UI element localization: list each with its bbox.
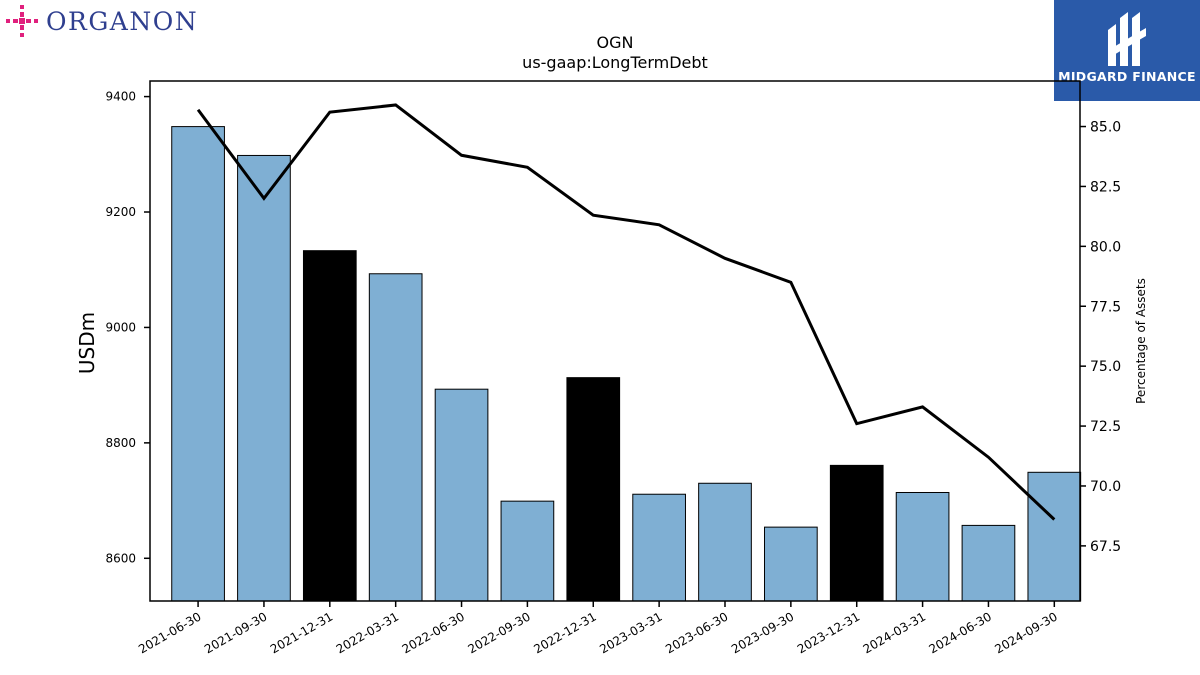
- bar-2023-06-30: [698, 482, 752, 602]
- y2-tick-label: 75.0: [1090, 359, 1121, 375]
- bar-2023-12-31: [829, 464, 884, 602]
- x-tick-label: 2021-06-30: [136, 609, 203, 656]
- midgard-mark-icon: [1108, 12, 1146, 66]
- x-tick-label: 2021-09-30: [202, 609, 269, 656]
- bar-2021-09-30: [237, 154, 291, 602]
- y2-tick-label: 70.0: [1090, 479, 1121, 495]
- organon-mark-icon: [6, 5, 38, 37]
- chart-subtitle: us-gaap:LongTermDebt: [522, 53, 708, 72]
- x-tick-label: 2022-12-31: [531, 609, 598, 656]
- y-tick-label: 8800: [105, 436, 136, 450]
- x-tick-label: 2022-03-31: [334, 609, 401, 656]
- bar-2022-09-30: [500, 500, 555, 602]
- midgard-finance-logo: MIDGARD FINANCE: [1054, 0, 1200, 101]
- y2-tick-label: 67.5: [1090, 539, 1121, 555]
- x-tick-label: 2023-03-31: [597, 609, 664, 656]
- organon-logo: ORGANON: [4, 3, 198, 39]
- bar-2023-03-31: [632, 493, 686, 602]
- y2-tick-label: 85.0: [1090, 120, 1121, 136]
- x-tick-label: 2023-09-30: [729, 609, 796, 656]
- x-tick-label: 2023-12-31: [795, 609, 862, 656]
- y-tick-label: 8600: [105, 551, 136, 565]
- bar-2022-06-30: [434, 388, 489, 602]
- y2-tick-label: 82.5: [1090, 179, 1121, 195]
- x-tick-label: 2024-06-30: [927, 609, 994, 656]
- y2-tick-label: 77.5: [1090, 299, 1121, 315]
- bar-2024-03-31: [895, 491, 950, 602]
- y-tick-label: 9000: [105, 320, 136, 334]
- y2-axis-label: Percentage of Assets: [1134, 278, 1148, 404]
- chart-title: OGN: [597, 33, 634, 52]
- x-tick-label: 2022-06-30: [400, 609, 467, 656]
- plot-frame: [149, 80, 1081, 602]
- bar-2022-12-31: [566, 377, 621, 602]
- y2-tick-label: 72.5: [1090, 419, 1121, 435]
- y-tick-label: 9400: [105, 90, 136, 104]
- midgard-logo-text: MIDGARD FINANCE: [1058, 69, 1196, 84]
- percentage-of-assets-line: [196, 103, 1056, 521]
- bar-2022-03-31: [368, 273, 423, 602]
- x-tick-label: 2021-12-31: [268, 609, 335, 656]
- y-axis-label: USDm: [75, 312, 99, 374]
- y-tick-label: 9200: [105, 205, 136, 219]
- x-tick-label: 2022-09-30: [465, 609, 532, 656]
- x-tick-label: 2024-09-30: [992, 609, 1059, 656]
- x-tick-label: 2023-06-30: [663, 609, 730, 656]
- x-tick-label: 2024-03-31: [861, 609, 928, 656]
- bar-2023-09-30: [764, 526, 818, 602]
- y2-tick-label: 80.0: [1090, 239, 1121, 255]
- organon-logo-text: ORGANON: [46, 6, 199, 36]
- bar-2021-12-31: [302, 250, 357, 602]
- bar-2024-09-30: [1027, 471, 1082, 602]
- bar-2024-06-30: [961, 524, 1016, 602]
- bar-2021-06-30: [171, 126, 225, 602]
